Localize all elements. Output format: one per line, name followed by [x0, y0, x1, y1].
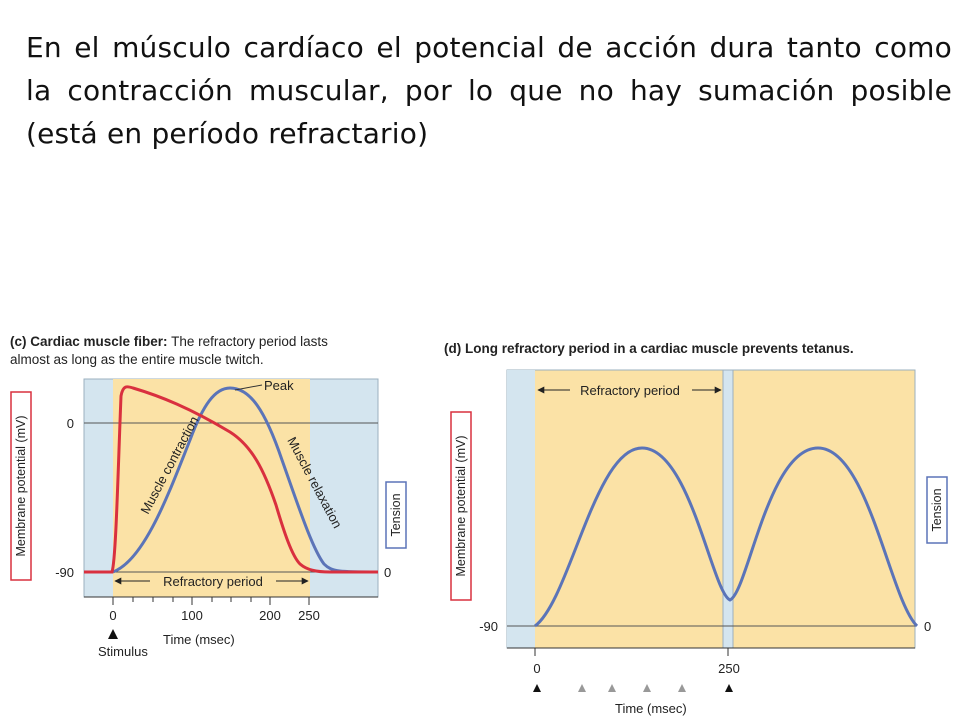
panel-c-peak-pointer	[234, 384, 263, 391]
heading-text: En el músculo cardíaco el potencial de a…	[26, 31, 952, 150]
panel-c-stimulus-label: Stimulus	[98, 644, 148, 659]
panel-d-tension-axis-label: Tension	[930, 488, 944, 531]
panel-c-xtick-0: 0	[109, 608, 116, 623]
panel-d-blue-mid	[722, 369, 734, 649]
panel-d-ytick-minus90: -90	[479, 619, 498, 634]
panel-c-caption-line1: (c) Cardiac muscle fiber: The refractory…	[10, 334, 328, 349]
panel-c-major-ticks	[112, 597, 310, 605]
panel-d-caption: (d) Long refractory period in a cardiac …	[444, 341, 854, 356]
panel-c-xtick-200: 200	[259, 608, 281, 623]
panel-d: (d) Long refractory period in a cardiac …	[444, 341, 948, 716]
panel-c-membrane-axis-label: Membrane potential (mV)	[14, 415, 28, 556]
panel-c-tension-curve	[112, 386, 379, 574]
panel-c-peak-label: Peak	[264, 378, 294, 393]
panel-d-stimulus-marker-1	[533, 684, 541, 692]
panel-d-stimulus-marker-5	[678, 684, 686, 692]
panel-d-x-axis-label: Time (msec)	[615, 701, 687, 716]
panel-d-stimulus-marker-3	[608, 684, 616, 692]
panel-d-membrane-axis-box	[450, 411, 472, 601]
panel-c-stimulus-marker	[108, 629, 118, 639]
panel-d-tension-curve	[534, 446, 919, 628]
panel-c-right-ytick-0: 0	[384, 565, 391, 580]
panel-d-background	[506, 369, 916, 649]
panel-d-stimulus-marker-2	[578, 684, 586, 692]
panel-c-ytick-0: 0	[67, 416, 74, 431]
panel-c-xtick-250: 250	[298, 608, 320, 623]
panel-c-refractory-label: Refractory period	[163, 574, 263, 589]
panel-d-xtick-0: 0	[533, 661, 540, 676]
panel-c-minor-ticks	[132, 597, 252, 602]
panel-c-x-axis-label: Time (msec)	[163, 632, 235, 647]
panel-c-xtick-100: 100	[181, 608, 203, 623]
panel-c-membrane-axis-box	[10, 391, 32, 581]
panel-c-tension-axis-label: Tension	[389, 493, 403, 536]
panel-d-stimulus-marker-6	[725, 684, 733, 692]
panel-c: (c) Cardiac muscle fiber: The refractory…	[10, 334, 407, 659]
panel-d-right-ytick-0: 0	[924, 619, 931, 634]
panel-d-stimulus-marker-4	[643, 684, 651, 692]
panel-d-xtick-250: 250	[718, 661, 740, 676]
panel-c-caption-line2: almost as long as the entire muscle twit…	[10, 352, 264, 367]
panel-c-ytick-minus90: -90	[55, 565, 74, 580]
panel-d-refractory-label: Refractory period	[580, 383, 680, 398]
panel-d-tension-axis-box	[926, 476, 948, 544]
panel-d-membrane-axis-label: Membrane potential (mV)	[454, 435, 468, 576]
panel-d-blue-left	[507, 370, 535, 648]
panel-c-refractory-region	[113, 379, 310, 597]
panel-c-tension-axis-box	[385, 481, 407, 549]
panel-c-membrane-curve	[84, 385, 378, 574]
